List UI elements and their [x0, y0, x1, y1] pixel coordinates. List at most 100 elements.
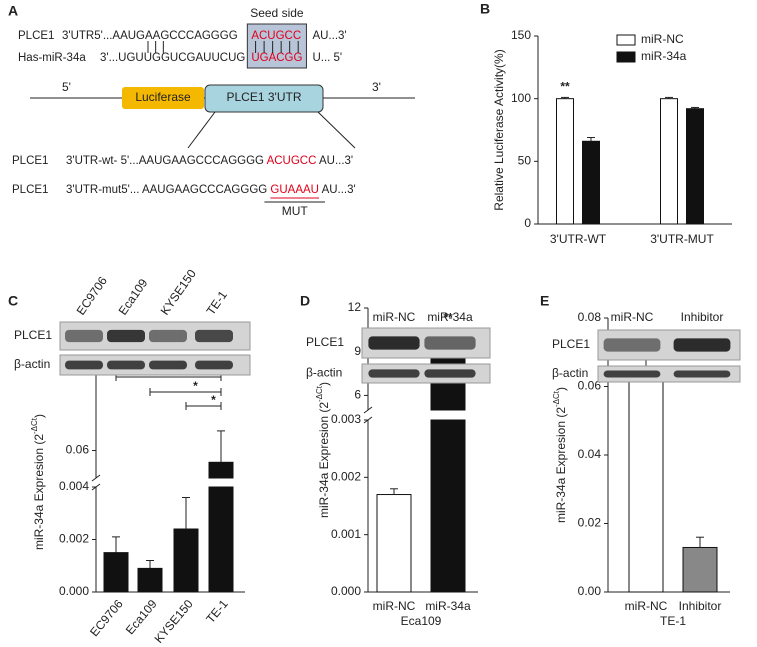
blot-band: [107, 329, 145, 343]
legend-swatch: [616, 51, 636, 63]
panel-label: B: [480, 1, 490, 17]
row-seed: ACUGCC: [251, 30, 301, 42]
row-name: PLCE1: [18, 30, 54, 42]
blot-row-label: PLCE1: [14, 328, 52, 342]
x-axis-label: TE-1: [660, 614, 686, 628]
y-tick-label: 12: [348, 300, 362, 314]
y-label-sup: -ΔCt: [30, 417, 39, 434]
significance: *: [211, 393, 216, 407]
x-tick-label: TE-1: [203, 597, 231, 626]
variant-name: PLCE1: [12, 184, 48, 196]
panel-label: A: [8, 3, 18, 19]
row-prefix: 3'UTR5'...AAUGAAGCCCAGGGG: [62, 30, 238, 42]
x-tick-label: 3'UTR-MUT: [650, 232, 714, 246]
row-prefix: 3'...UGUUGGUCGAUUCUG: [100, 52, 245, 64]
blot-band: [603, 338, 661, 352]
bar: [628, 368, 664, 593]
axis-break: [91, 474, 101, 482]
variant-prefix: 3'UTR-wt- 5'...AAUGAAGCCCAGGGG: [66, 155, 264, 167]
blot-band: [195, 329, 233, 343]
bar: [137, 567, 163, 593]
y-tick-label: 50: [518, 154, 532, 168]
blot-lane-label: TE-1: [204, 288, 231, 318]
blot-row-label: β-actin: [306, 366, 342, 380]
y-tick-label: 0.04: [578, 447, 602, 461]
y-label-close: ): [317, 382, 331, 386]
y-label-sup: -ΔCt: [552, 390, 561, 407]
x-tick-label: miR-34a: [425, 599, 471, 613]
blot-band: [673, 338, 731, 352]
blot-row-label: β-actin: [552, 366, 588, 380]
blot-lane-label: miR-34a: [427, 310, 473, 324]
y-label-sup: -ΔCt: [315, 385, 324, 402]
x-axis-label: Eca109: [401, 614, 442, 628]
blot-lane-label: EC9706: [74, 274, 111, 318]
x-tick-label: miR-NC: [373, 599, 416, 613]
bar: [208, 486, 234, 593]
bar: [686, 108, 704, 225]
utr-box: [204, 84, 324, 113]
x-tick-label: miR-NC: [625, 599, 668, 613]
bar: [556, 98, 574, 225]
row-name: Has-miR-34a: [18, 52, 86, 64]
blot-lane-label: Eca109: [116, 276, 151, 318]
y-tick-label: 0.000: [331, 584, 361, 598]
blot-lane-label: miR-NC: [611, 310, 654, 324]
seed-box: [246, 23, 307, 69]
y-tick-label: 150: [511, 28, 531, 42]
utr-label: PLCE1 3'UTR: [227, 90, 302, 104]
blot-lane-label: KYSE150: [158, 267, 200, 318]
y-tick-label: 0.002: [59, 532, 89, 546]
blot-row-label: PLCE1: [306, 335, 344, 349]
luciferase-label: Luciferase: [135, 90, 191, 104]
y-label-close: ): [32, 414, 46, 418]
bar: [660, 98, 678, 225]
three-prime: 3': [372, 80, 381, 94]
blot-row-label: β-actin: [14, 357, 50, 371]
y-tick-label: 0.000: [59, 584, 89, 598]
blot-band: [368, 336, 420, 350]
x-tick-label: EC9706: [87, 597, 126, 639]
row-suffix: AU...3': [312, 30, 346, 42]
variant-seed: ACUGCC: [267, 155, 317, 167]
blot-band: [673, 370, 731, 378]
bar: [582, 140, 600, 225]
y-tick-label: 0.00: [578, 584, 602, 598]
blot-band: [424, 369, 476, 378]
blot-band: [65, 360, 103, 370]
blot-band: [107, 360, 145, 370]
blot-band: [368, 369, 420, 378]
blot-band: [65, 329, 103, 343]
y-tick-label: 0: [524, 216, 531, 230]
row-suffix: U... 5': [312, 52, 342, 64]
legend-label: miR-34a: [641, 49, 687, 63]
blot-band: [149, 360, 187, 370]
sequence-row: Has-miR-34a 3'...UGUUGGUCGAUUCUG UGACGG …: [18, 52, 342, 64]
zoom-line: [317, 111, 356, 149]
y-tick-label: 0.003: [331, 412, 361, 426]
blot-band: [195, 360, 233, 370]
variant-seed: GUAAAU: [270, 184, 319, 196]
blot-strip: [597, 365, 741, 383]
legend-swatch: [616, 34, 636, 46]
panel-label: E: [540, 293, 549, 309]
y-tick-label: 0.002: [331, 470, 361, 484]
variant-name: PLCE1: [12, 155, 48, 167]
blot-band: [149, 329, 187, 343]
variant-suffix: AU...3': [322, 184, 356, 196]
bar: [682, 546, 718, 593]
y-tick-label: 6: [354, 388, 361, 402]
blot-row-label: PLCE1: [552, 337, 590, 351]
y-tick-label: 0.004: [59, 479, 89, 493]
y-label-main: Relative Luciferase Activity(%): [492, 49, 506, 210]
significance: **: [443, 311, 453, 325]
row-seed: UGACGG: [251, 52, 302, 64]
y-label-main: miR-34a Expresion (2: [554, 407, 568, 523]
panel-a: A Seed side PLCE1 3'UTR5'...AAUGAAGCCCAG…: [8, 3, 415, 218]
base-pairs: [147, 41, 299, 53]
seed-label: Seed side: [250, 6, 304, 20]
sequence-row: PLCE1 3'UTR5'...AAUGAAGCCCAGGGG ACUGCC A…: [18, 30, 347, 42]
y-axis-label: miR-34a Expresion (2-ΔCt): [552, 387, 568, 523]
bar: [430, 419, 466, 593]
